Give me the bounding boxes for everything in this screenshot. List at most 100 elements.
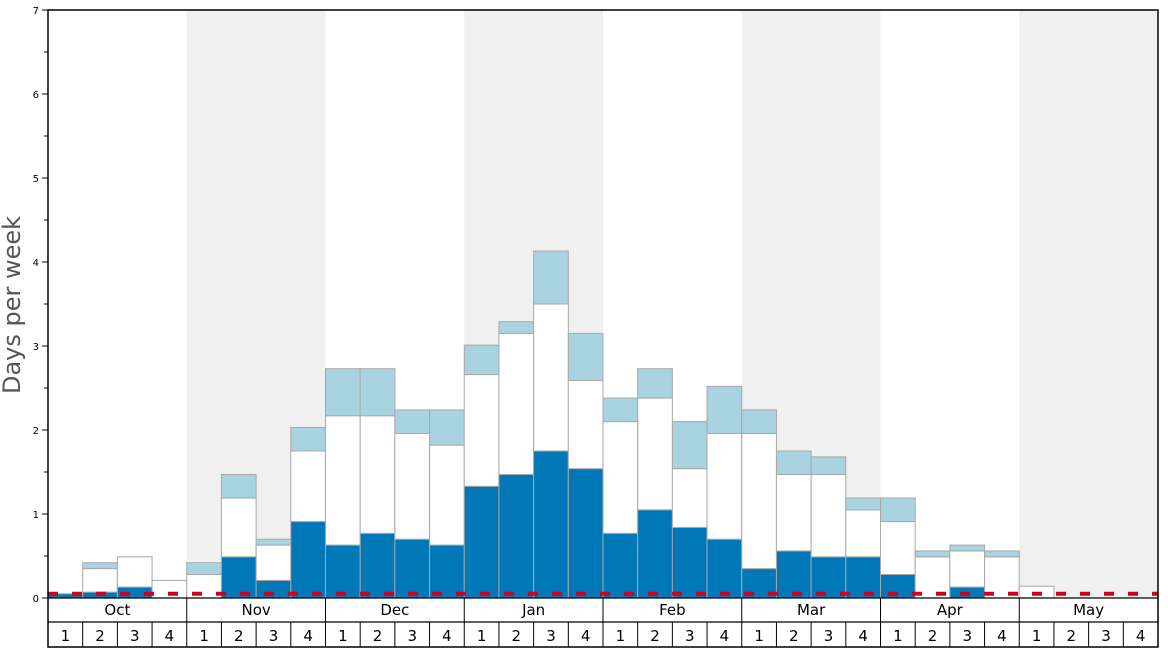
week-label: 1 (477, 627, 487, 645)
y-tick-label: 3 (33, 342, 39, 353)
month-label-may: May (1073, 601, 1104, 619)
week-label: 1 (61, 627, 71, 645)
bar-segment-dark (671, 526, 708, 599)
month-band-may (1019, 10, 1158, 598)
week-label: 3 (269, 627, 279, 645)
week-label: 3 (685, 627, 695, 645)
month-label-jan: Jan (521, 601, 545, 619)
week-label: 4 (442, 627, 452, 645)
bar-segment-dark (637, 509, 673, 599)
week-label: 4 (997, 627, 1007, 645)
month-label-dec: Dec (380, 601, 409, 619)
bar-segment-white (880, 521, 916, 575)
bar-segment-light (186, 562, 222, 575)
week-label: 1 (338, 627, 348, 645)
week-label: 2 (95, 627, 105, 645)
bar-segment-white (533, 303, 569, 452)
week-label: 1 (199, 627, 209, 645)
week-label: 2 (234, 627, 244, 645)
week-label: 2 (512, 627, 522, 645)
bar-segment-white (741, 432, 777, 570)
y-tick-label: 4 (33, 258, 39, 269)
month-label-feb: Feb (659, 601, 686, 619)
bar-segment-dark (810, 556, 847, 599)
bar-segment-dark (394, 538, 431, 599)
bar-segment-light (394, 409, 431, 434)
bar-segment-light (325, 368, 361, 417)
bar-segment-dark (602, 532, 639, 599)
week-label: 3 (130, 627, 140, 645)
bar-segment-white (671, 468, 708, 528)
bar-segment-light (82, 562, 118, 570)
bar-segment-dark (290, 521, 326, 599)
bar-segment-white (220, 497, 257, 558)
bar-segment-white (290, 450, 326, 523)
week-label: 3 (824, 627, 834, 645)
bar-segment-light (220, 474, 257, 499)
bar-segment-light (255, 538, 292, 546)
y-axis-label: Days per week (0, 216, 26, 394)
bar-segment-white (810, 474, 847, 558)
bar-segment-white (255, 544, 292, 581)
bar-segment-white (394, 432, 431, 540)
week-label: 4 (720, 627, 730, 645)
bar-segment-white (429, 444, 465, 546)
bar-segment-white (325, 415, 361, 546)
bar-segment-white (706, 432, 743, 540)
bar-segment-dark (706, 538, 743, 599)
bar-segment-dark (775, 550, 812, 599)
week-label: 2 (1067, 627, 1077, 645)
bar-segment-white (359, 415, 396, 534)
week-label: 3 (962, 627, 972, 645)
bar-segment-light (671, 421, 708, 470)
bar-segment-light (463, 344, 500, 376)
bar-segment-light (359, 368, 396, 417)
bar-segment-dark (845, 556, 881, 599)
month-label-apr: Apr (937, 601, 964, 619)
y-tick-label: 0 (33, 594, 39, 605)
bar-segment-light (533, 250, 569, 305)
bar-segment-white (463, 374, 500, 487)
bar-segment-white (845, 509, 881, 558)
week-label: 2 (928, 627, 938, 645)
y-tick-label: 1 (33, 510, 39, 521)
week-label: 4 (1136, 627, 1146, 645)
week-label: 2 (789, 627, 799, 645)
week-label: 4 (165, 627, 175, 645)
bar-segment-light (498, 321, 535, 334)
bar-segment-light (984, 550, 1020, 558)
month-label-oct: Oct (104, 601, 130, 619)
bar-segment-white (775, 474, 812, 552)
bar-segment-dark (498, 474, 535, 599)
bar-segment-light (949, 544, 986, 552)
bar-segment-dark (567, 468, 604, 599)
bar-segment-dark (429, 544, 465, 599)
bar-segment-light (741, 409, 777, 434)
bar-segment-white (949, 550, 986, 588)
bar-segment-light (429, 409, 465, 446)
week-label: 4 (303, 627, 313, 645)
week-label: 2 (650, 627, 660, 645)
axes-layer: 0 1 2 3 4 5 6 7 (33, 6, 1159, 648)
week-label: 1 (1032, 627, 1042, 645)
bar-segment-light (775, 450, 812, 476)
y-tick-label: 5 (33, 174, 39, 185)
bar-segment-light (567, 332, 604, 381)
week-label: 1 (616, 627, 626, 645)
month-label-mar: Mar (797, 601, 826, 619)
x-axis-labels: Oct 1 2 3 4 Nov 1 2 3 4 Dec 1 2 3 4 Jan 1 2 3 4 Feb 1 2 3 4 Mar 1 2… (61, 601, 1146, 645)
bar-segment-white (116, 556, 153, 588)
bar-segment-light (914, 550, 951, 558)
bar-segment-light (602, 397, 639, 423)
week-label: 1 (893, 627, 903, 645)
bar-segment-dark (463, 485, 500, 599)
bar-segment-dark (533, 450, 569, 599)
y-tick-label: 7 (33, 6, 39, 17)
month-label-nov: Nov (241, 601, 270, 619)
bar-segment-white (82, 568, 118, 593)
bar-segment-white (498, 332, 535, 476)
week-label: 2 (373, 627, 383, 645)
bar-segment-dark (220, 556, 257, 599)
y-tick-label: 6 (33, 90, 39, 101)
